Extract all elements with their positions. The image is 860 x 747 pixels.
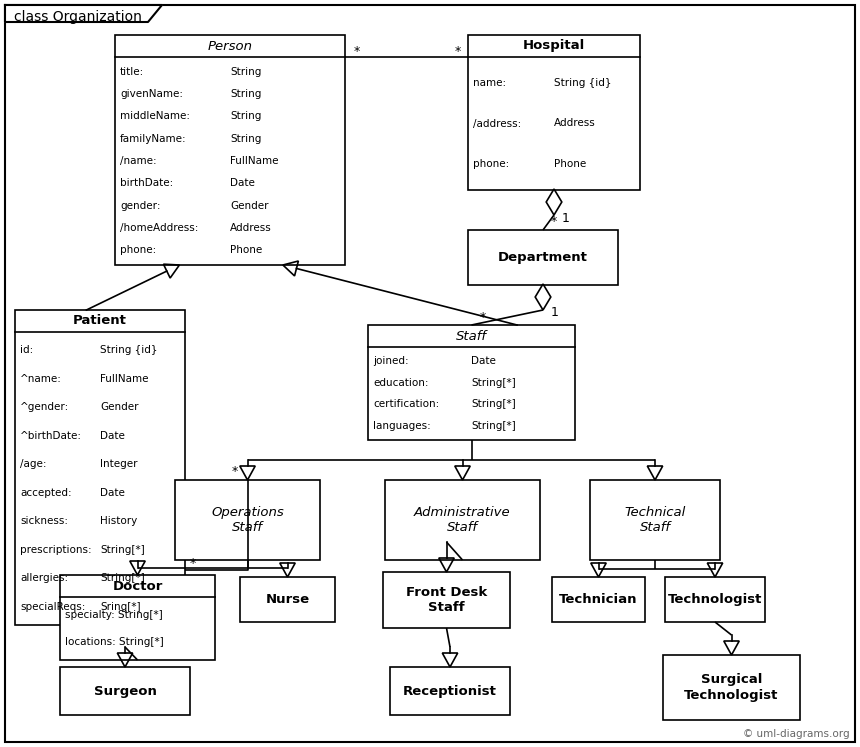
Text: String[*]: String[*] <box>100 545 144 554</box>
Bar <box>390 667 510 715</box>
Text: Gender: Gender <box>230 201 268 211</box>
Text: Hospital: Hospital <box>523 40 585 52</box>
Text: *: * <box>551 215 557 229</box>
Text: specialty: String[*]: specialty: String[*] <box>65 610 163 620</box>
Text: Address: Address <box>230 223 272 233</box>
Text: Technologist: Technologist <box>668 593 762 606</box>
Bar <box>368 325 575 440</box>
Text: Integer: Integer <box>100 459 138 469</box>
Text: Date: Date <box>471 356 496 366</box>
Bar <box>240 577 335 622</box>
Polygon shape <box>5 5 162 22</box>
Text: Person: Person <box>207 40 253 52</box>
Text: History: History <box>100 516 138 526</box>
Text: title:: title: <box>120 66 144 76</box>
Text: Gender: Gender <box>100 403 138 412</box>
Text: /age:: /age: <box>20 459 46 469</box>
Text: *: * <box>231 465 237 479</box>
Text: Operations
Staff: Operations Staff <box>211 506 284 534</box>
Text: Phone: Phone <box>230 246 262 255</box>
Text: Surgical
Technologist: Surgical Technologist <box>685 674 778 701</box>
Text: Date: Date <box>230 179 255 188</box>
Text: middleName:: middleName: <box>120 111 190 121</box>
Text: languages:: languages: <box>373 421 431 431</box>
Text: specialReqs:: specialReqs: <box>20 601 85 612</box>
Text: FullName: FullName <box>100 374 149 384</box>
Text: Date: Date <box>100 431 125 441</box>
Polygon shape <box>535 284 550 310</box>
Text: String: String <box>230 89 261 99</box>
Text: Sring[*]: Sring[*] <box>100 601 141 612</box>
Text: /address:: /address: <box>473 119 521 128</box>
Bar <box>15 310 185 625</box>
Bar <box>60 667 190 715</box>
Text: Patient: Patient <box>73 314 127 327</box>
Text: /homeAddress:: /homeAddress: <box>120 223 199 233</box>
Text: birthDate:: birthDate: <box>120 179 173 188</box>
Text: FullName: FullName <box>230 156 279 166</box>
Text: Staff: Staff <box>456 329 487 343</box>
Text: *: * <box>480 311 486 323</box>
Bar <box>468 35 640 190</box>
Text: allergies:: allergies: <box>20 573 68 583</box>
Bar <box>590 480 720 560</box>
Text: String[*]: String[*] <box>471 378 516 388</box>
Bar <box>383 572 510 628</box>
Text: *: * <box>455 45 461 58</box>
Bar <box>665 577 765 622</box>
Text: Technician: Technician <box>559 593 638 606</box>
Text: String: String <box>230 66 261 76</box>
Text: phone:: phone: <box>120 246 157 255</box>
Bar <box>115 35 345 265</box>
Text: /name:: /name: <box>120 156 157 166</box>
Text: 1: 1 <box>551 306 559 320</box>
Text: String {id}: String {id} <box>100 346 157 356</box>
Text: gender:: gender: <box>120 201 161 211</box>
Text: Receptionist: Receptionist <box>403 684 497 698</box>
Text: Doctor: Doctor <box>113 580 163 592</box>
Text: joined:: joined: <box>373 356 408 366</box>
Text: © uml-diagrams.org: © uml-diagrams.org <box>743 729 850 739</box>
Text: Technical
Staff: Technical Staff <box>624 506 685 534</box>
Text: prescriptions:: prescriptions: <box>20 545 92 554</box>
Polygon shape <box>546 189 562 215</box>
Text: Phone: Phone <box>554 159 587 169</box>
Text: String[*]: String[*] <box>100 573 144 583</box>
Text: *: * <box>190 557 196 571</box>
Text: class Organization: class Organization <box>14 10 142 24</box>
Text: locations: String[*]: locations: String[*] <box>65 637 163 647</box>
Text: Nurse: Nurse <box>266 593 310 606</box>
Text: Surgeon: Surgeon <box>94 684 157 698</box>
Text: Date: Date <box>100 488 125 498</box>
Text: familyName:: familyName: <box>120 134 187 143</box>
Text: Address: Address <box>554 119 596 128</box>
Text: name:: name: <box>473 78 507 88</box>
Text: Administrative
Staff: Administrative Staff <box>415 506 511 534</box>
Text: String: String <box>230 111 261 121</box>
Text: id:: id: <box>20 346 34 356</box>
Text: String: String <box>230 134 261 143</box>
Text: String[*]: String[*] <box>471 400 516 409</box>
Bar <box>552 577 645 622</box>
Text: accepted:: accepted: <box>20 488 71 498</box>
Text: String[*]: String[*] <box>471 421 516 431</box>
Text: *: * <box>353 45 360 58</box>
Bar <box>385 480 540 560</box>
Bar <box>468 230 618 285</box>
Text: ^name:: ^name: <box>20 374 62 384</box>
Text: education:: education: <box>373 378 428 388</box>
Text: String {id}: String {id} <box>554 78 611 88</box>
Text: givenName:: givenName: <box>120 89 183 99</box>
Text: phone:: phone: <box>473 159 509 169</box>
Bar <box>175 480 320 560</box>
Text: ^birthDate:: ^birthDate: <box>20 431 82 441</box>
Bar <box>60 575 215 660</box>
Text: certification:: certification: <box>373 400 439 409</box>
Text: ^gender:: ^gender: <box>20 403 70 412</box>
Text: 1: 1 <box>562 211 570 225</box>
Text: Department: Department <box>498 251 588 264</box>
Text: sickness:: sickness: <box>20 516 68 526</box>
Text: Front Desk
Staff: Front Desk Staff <box>406 586 487 614</box>
Bar <box>663 655 800 720</box>
